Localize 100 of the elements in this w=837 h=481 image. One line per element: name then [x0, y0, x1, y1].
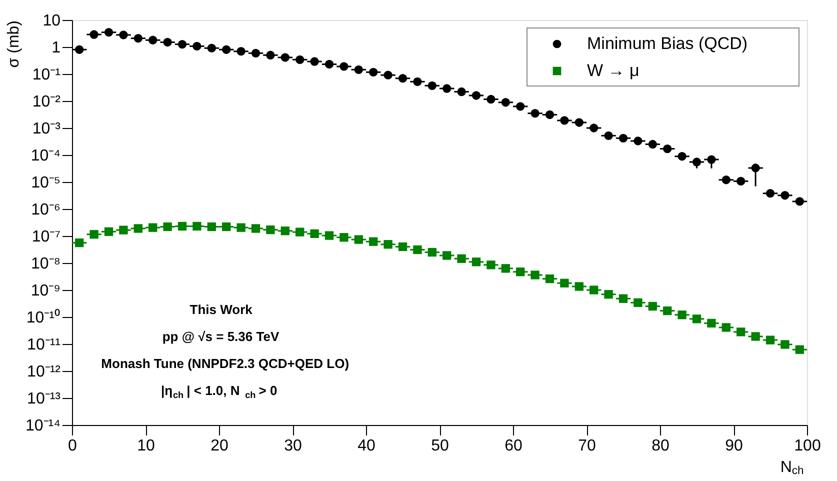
y-tick-label: 10⁻⁴ — [30, 148, 61, 164]
point — [751, 332, 760, 341]
point — [148, 223, 158, 232]
point — [428, 248, 436, 257]
point — [280, 226, 290, 236]
point — [560, 116, 569, 125]
point — [178, 222, 187, 231]
point — [472, 91, 481, 100]
point — [501, 264, 510, 273]
y-tick-label: 10⁻¹³ — [27, 390, 62, 408]
point — [678, 310, 686, 320]
x-tick-label: 70 — [578, 438, 596, 454]
point — [324, 60, 334, 69]
point — [590, 286, 598, 294]
point — [369, 68, 378, 76]
point — [707, 318, 716, 328]
point — [707, 155, 716, 164]
point — [266, 225, 275, 234]
y-tick-label: 10⁻¹² — [27, 364, 62, 380]
point — [192, 42, 202, 51]
point — [310, 57, 319, 66]
y-tick-label: 10⁻⁷ — [32, 228, 61, 246]
y-tick-label: 10⁻¹⁴ — [26, 418, 61, 434]
point — [780, 340, 790, 349]
y-tick-label: 10⁻⁵ — [31, 174, 60, 192]
point — [516, 268, 525, 276]
point — [486, 94, 496, 104]
point — [296, 228, 304, 236]
point — [795, 345, 804, 354]
point — [75, 238, 84, 248]
point — [340, 233, 348, 242]
point — [766, 336, 775, 344]
x-tick-label: 30 — [284, 438, 302, 454]
x-tick-label: 80 — [652, 438, 670, 454]
point — [618, 294, 628, 303]
point — [618, 134, 628, 142]
y-tick-label: 10⁻² — [32, 94, 62, 110]
x-tick-label: 10 — [137, 438, 155, 454]
point — [795, 197, 804, 206]
point — [722, 323, 730, 332]
point — [722, 176, 730, 184]
point — [251, 224, 260, 233]
point — [634, 298, 642, 307]
point — [530, 108, 540, 118]
point — [148, 36, 158, 44]
y-tick-label: 1 — [52, 40, 61, 56]
point — [398, 242, 408, 252]
point — [590, 124, 598, 132]
y-tick-label: 10⁻⁶ — [31, 202, 60, 218]
point — [545, 274, 554, 284]
y-tick-label: 10 — [42, 12, 61, 30]
y-tick-label: 10⁻¹⁰ — [26, 308, 60, 326]
point — [266, 50, 275, 60]
point — [340, 62, 348, 71]
point — [413, 77, 422, 86]
y-tick-label: 10⁻³ — [32, 120, 62, 138]
point — [384, 70, 392, 80]
annotation: Monash Tune (NNPDF2.3 QCD+QED LO) — [101, 356, 350, 371]
point — [119, 30, 128, 40]
point — [369, 237, 378, 246]
point — [472, 258, 481, 266]
y-tick-label: 10⁻⁹ — [30, 282, 60, 300]
point — [780, 191, 790, 200]
point — [545, 110, 554, 120]
point — [442, 251, 452, 260]
point — [678, 152, 686, 161]
legend-label: Minimum Bias (QCD) — [587, 34, 748, 53]
point — [413, 245, 422, 254]
point — [574, 118, 584, 127]
point — [163, 222, 172, 232]
point — [501, 98, 510, 107]
point — [236, 47, 246, 56]
point — [663, 144, 672, 154]
point — [692, 158, 702, 166]
point — [736, 328, 746, 336]
point — [648, 302, 657, 311]
point — [604, 290, 613, 299]
point — [280, 53, 290, 62]
point — [516, 102, 525, 111]
point — [90, 230, 98, 239]
x-tick-label: 20 — [210, 438, 228, 454]
point — [119, 226, 128, 234]
point — [457, 254, 466, 263]
point — [530, 270, 540, 280]
y-tick-label: 10⁻¹ — [32, 66, 60, 84]
point — [104, 227, 114, 236]
point — [163, 38, 172, 47]
x-tick-label: 90 — [725, 438, 743, 454]
point — [648, 140, 657, 149]
x-tick-label: 50 — [431, 438, 449, 454]
point — [574, 282, 584, 291]
point — [251, 48, 260, 58]
point — [134, 224, 142, 233]
point — [486, 260, 496, 270]
point — [384, 240, 392, 249]
point — [736, 176, 746, 186]
point — [766, 189, 775, 198]
point — [207, 44, 216, 52]
annotation: pp @ √s = 5.36 TeV — [162, 329, 280, 344]
point — [398, 74, 408, 83]
